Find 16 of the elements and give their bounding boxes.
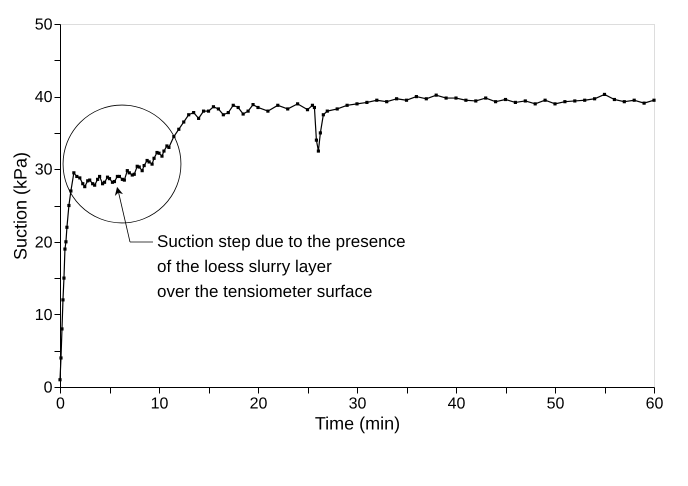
x-tick-label: 30 (348, 396, 366, 412)
x-tick-label: 10 (150, 396, 168, 412)
x-tick-label: 60 (646, 396, 664, 412)
y-tick-label: 50 (34, 16, 53, 34)
y-tick-label: 0 (44, 380, 53, 396)
y-tick-label: 20 (34, 234, 53, 252)
y-axis-title: Suction (kPa) (10, 152, 31, 260)
x-tick-label: 0 (56, 396, 66, 412)
annotation: Suction step due to the presence of the loess slurry layer over the tensiometer surface (157, 232, 406, 301)
x-tick-label: 40 (448, 396, 466, 412)
y-tick-label: 10 (34, 306, 53, 324)
y-tick-label: 30 (34, 162, 53, 179)
y-tick-label: 40 (34, 89, 53, 106)
x-tick-label: 50 (546, 396, 564, 412)
x-axis-title: Time (min) (314, 414, 400, 434)
x-tick-label: 20 (250, 396, 268, 412)
